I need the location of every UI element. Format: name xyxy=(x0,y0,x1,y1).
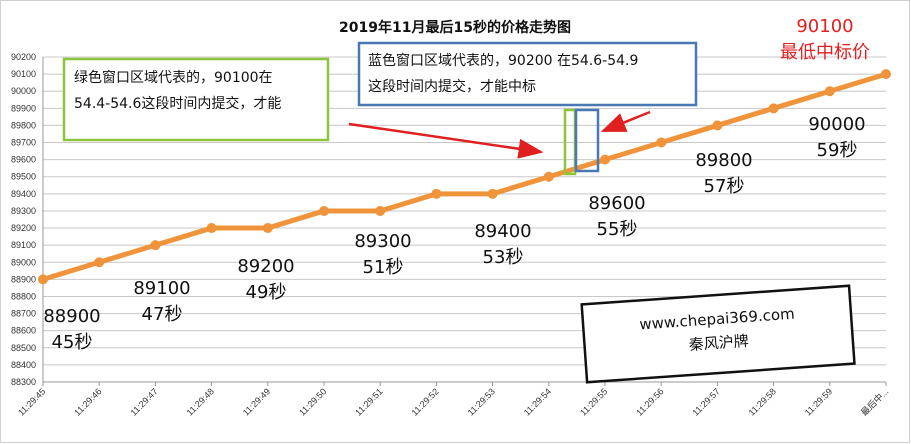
chart-title: 2019年11月最后15秒的价格走势图 xyxy=(339,19,571,36)
watermark-box xyxy=(580,284,856,384)
data-label: 89100 xyxy=(133,278,190,299)
y-tick-label: 90000 xyxy=(11,86,36,96)
series-line xyxy=(40,71,889,282)
data-point xyxy=(150,240,161,251)
data-label: 49秒 xyxy=(246,282,287,303)
x-tick-label: 11:29:58 xyxy=(747,386,778,417)
red-arrow-right xyxy=(600,110,651,133)
data-label: 88900 xyxy=(43,306,100,327)
data-point xyxy=(543,171,554,182)
x-tick-label: 最后中... xyxy=(858,386,890,418)
data-label: 89600 xyxy=(588,193,645,214)
data-point xyxy=(94,257,105,268)
x-tick-label: 11:29:55 xyxy=(578,386,609,417)
data-point xyxy=(38,274,48,285)
note-green-text: 绿色窗口区域代表的，90100在 xyxy=(74,69,273,86)
data-label: 53秒 xyxy=(483,247,524,268)
x-tick-label: 11:29:57 xyxy=(690,386,721,417)
y-tick-label: 89200 xyxy=(11,223,36,233)
x-tick-label: 11:29:54 xyxy=(522,386,553,417)
x-tick-label: 11:29:49 xyxy=(241,386,272,417)
green-window xyxy=(563,108,577,176)
data-point xyxy=(431,188,442,199)
x-tick-label: 11:29:47 xyxy=(128,386,159,417)
y-tick-label: 89400 xyxy=(11,189,36,199)
data-label: 47秒 xyxy=(142,304,183,325)
y-tick-label: 88900 xyxy=(11,274,36,284)
data-point xyxy=(712,120,723,131)
data-point xyxy=(262,223,273,234)
data-point xyxy=(487,188,498,199)
x-tick-label: 11:29:52 xyxy=(409,386,440,417)
y-tick-label: 89000 xyxy=(11,257,36,267)
note-green-box xyxy=(62,57,330,142)
data-point xyxy=(656,137,667,148)
data-label: 89300 xyxy=(354,231,411,252)
data-point xyxy=(375,205,386,216)
x-tick-label: 11:29:50 xyxy=(297,386,328,417)
note-blue-box xyxy=(357,41,698,107)
y-tick-label: 89500 xyxy=(11,172,36,182)
x-tick-label: 11:29:59 xyxy=(803,386,834,417)
data-label: 最低中标价 xyxy=(780,42,870,63)
y-tick-label: 88800 xyxy=(11,291,36,301)
x-tick-label: 11:29:48 xyxy=(185,386,216,417)
y-tick-label: 88400 xyxy=(11,360,36,370)
data-point xyxy=(768,103,779,114)
data-label: 59秒 xyxy=(817,140,858,161)
y-tick-label: 90100 xyxy=(11,69,36,79)
x-tick-label: 11:29:46 xyxy=(72,386,103,417)
y-tick-label: 89600 xyxy=(11,155,36,165)
data-label: 90100 xyxy=(796,16,853,37)
y-tick-label: 89100 xyxy=(11,240,36,250)
data-label: 57秒 xyxy=(704,176,745,197)
data-label: 89200 xyxy=(237,256,294,277)
blue-window xyxy=(574,108,600,173)
y-tick-label: 89800 xyxy=(11,120,36,130)
note-blue-text: 这段时间内提交，才能中标 xyxy=(368,78,536,95)
data-label: 51秒 xyxy=(363,257,404,278)
y-tick-label: 90200 xyxy=(11,52,36,62)
note-green-text: 54.4-54.6这段时间内提交，才能 xyxy=(74,95,281,112)
y-tick-label: 89900 xyxy=(11,103,36,113)
y-tick-label: 88300 xyxy=(11,377,36,387)
data-label: 55秒 xyxy=(597,219,638,240)
data-point xyxy=(600,154,610,165)
x-tick-label: 11:29:56 xyxy=(634,386,665,417)
y-tick-label: 88600 xyxy=(11,326,36,336)
note-blue-text: 蓝色窗口区域代表的，90200 在54.6-54.9 xyxy=(368,52,638,69)
y-tick-label: 88500 xyxy=(11,343,36,353)
data-label: 90000 xyxy=(808,114,865,135)
red-arrow-left xyxy=(348,122,544,159)
x-tick-label: 11:29:53 xyxy=(466,386,497,417)
data-label: 89400 xyxy=(474,221,531,242)
x-tick-label: 11:29:45 xyxy=(16,386,47,417)
data-point xyxy=(824,86,835,97)
data-label: 45秒 xyxy=(52,332,93,353)
data-label: 89800 xyxy=(695,150,752,171)
y-tick-label: 89700 xyxy=(11,138,36,148)
data-point xyxy=(881,69,891,80)
watermark-text: 秦风沪牌 xyxy=(688,332,749,354)
data-point xyxy=(319,205,329,216)
y-tick-label: 88700 xyxy=(11,309,36,319)
x-tick-label: 11:29:51 xyxy=(353,386,384,417)
data-point xyxy=(206,223,217,234)
y-tick-label: 89300 xyxy=(11,206,36,216)
